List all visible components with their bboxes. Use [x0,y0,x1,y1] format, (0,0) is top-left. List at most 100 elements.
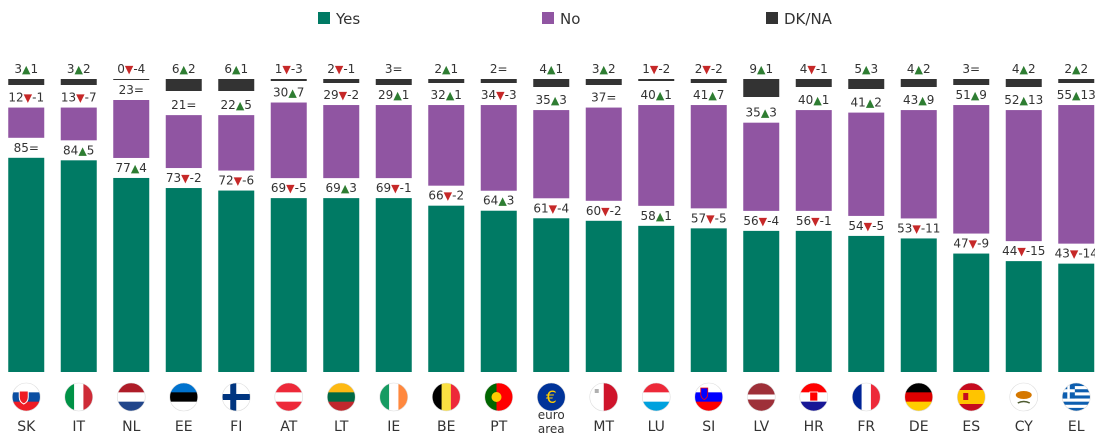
value-label-no: 21= [171,98,196,112]
bar-no [795,110,832,211]
value-label-dkna: 4▲2 [907,62,931,76]
bar-no [323,105,360,179]
value-label-no: 52▲13 [1004,93,1043,107]
category-group-lv: 56▼-4 35▲3 9▲1 LV [743,62,780,435]
flag-fr-icon [851,382,881,412]
flag-be-icon [431,382,461,412]
category-group-be: 66▼-2 32▲1 2▲1 BE [428,62,465,435]
value-label-yes: 69▼-5 [271,181,307,195]
category-group-it: 84▲5 13▼-7 3▲2 IT [60,62,97,435]
legend-item-no: No [542,10,580,28]
bar-yes [1005,261,1042,372]
category-group-nl: 77▲4 23= 0▼-4 NL [113,62,150,435]
bar-yes [60,160,97,372]
bar-no [585,107,622,201]
category-label: BE [437,419,455,435]
category-label: SK [17,419,36,435]
category-label: EL [1068,419,1085,435]
value-label-dkna: 0▼-4 [117,62,145,76]
category-group-hr: 56▼-1 40▲1 4▼-1 HR [795,62,832,435]
bar-dkna [1058,79,1095,83]
value-label-dkna: 3= [962,62,980,76]
value-label-no: 30▲7 [273,86,304,100]
bar-dkna [638,79,675,81]
bar-dkna [8,79,45,85]
category-group-ee: 73▼-2 21= 6▲2 EE [165,62,202,435]
category-label: PT [490,419,507,435]
bar-no [848,112,885,216]
bar-dkna [428,79,465,83]
category-group-fr: 54▼-5 41▲2 5▲3 FR [848,62,885,435]
value-label-yes: 73▼-2 [166,171,202,185]
value-label-yes: 84▲5 [63,143,94,157]
value-label-dkna: 1▼-2 [642,62,670,76]
value-label-dkna: 2▲2 [1064,62,1088,76]
category-group-si: 57▼-5 41▲7 2▼-2 SI [690,62,727,435]
value-label-dkna: 5▲3 [854,62,878,76]
value-label-dkna: 2▼-2 [695,62,723,76]
value-label-dkna: 2= [490,62,508,76]
bar-yes [113,177,150,372]
value-label-yes: 69▲3 [326,181,357,195]
value-label-dkna: 1▼-3 [275,62,303,76]
legend-label: Yes [335,10,360,28]
value-label-yes: 66▼-2 [428,189,464,203]
value-label-yes: 56▼-4 [743,214,779,228]
bar-yes [638,225,675,372]
bar-dkna [900,79,937,87]
flag-ee-icon [169,382,199,412]
value-label-no: 41▲7 [693,88,724,102]
category-group-at: 69▼-5 30▲7 1▼-3 AT [270,62,307,435]
value-label-yes: 85= [14,141,39,155]
bar-dkna [743,79,780,97]
bar-yes [953,253,990,372]
bar-yes [323,198,360,372]
flag-at-icon [274,382,304,412]
bar-yes [900,238,937,372]
bar-no [690,105,727,209]
flag-pt-icon [484,382,514,412]
category-label: CY [1015,419,1034,435]
bar-no [533,110,570,199]
value-label-yes: 43▼-14 [1055,247,1095,261]
bar-yes [585,220,622,372]
bar-dkna [480,79,517,83]
value-label-dkna: 3▲2 [592,62,616,76]
value-label-no: 12▼-1 [8,91,44,105]
category-group-pt: 64▲3 34▼-3 2= PT [480,62,517,435]
flag-eu-icon: € [536,382,566,412]
value-label-no: 37= [591,91,616,105]
bar-yes [375,198,412,372]
legend-swatch [766,12,778,24]
value-label-dkna: 6▲2 [172,62,196,76]
value-label-no: 35▲3 [536,93,567,107]
bar-no [900,110,937,219]
category-label: MT [593,419,614,435]
bar-no [60,107,97,141]
bar-yes [690,228,727,372]
value-label-dkna: 4▲2 [1012,62,1036,76]
value-label-yes: 61▼-4 [533,201,569,215]
category-group-cy: 44▼-15 52▲13 4▲2 CY [1002,62,1045,435]
value-label-no: 13▼-7 [61,91,97,105]
category-label: euro [538,408,565,422]
bar-dkna [218,79,255,91]
value-label-yes: 54▼-5 [848,219,884,233]
category-label: FR [857,419,875,435]
bar-dkna [690,79,727,83]
bar-dkna [953,79,990,85]
bar-no [8,107,45,138]
bar-dkna [165,79,202,91]
value-label-dkna: 2▼-1 [327,62,355,76]
category-label: SI [702,419,715,435]
bar-no [428,105,465,186]
bar-yes [1058,263,1095,372]
value-label-no: 43▲9 [903,93,934,107]
value-label-yes: 44▼-15 [1002,244,1045,258]
flag-ie-icon [379,382,409,412]
flag-it-icon [64,382,94,412]
legend-item-yes: Yes [318,10,360,28]
value-label-yes: 64▲3 [483,194,514,208]
